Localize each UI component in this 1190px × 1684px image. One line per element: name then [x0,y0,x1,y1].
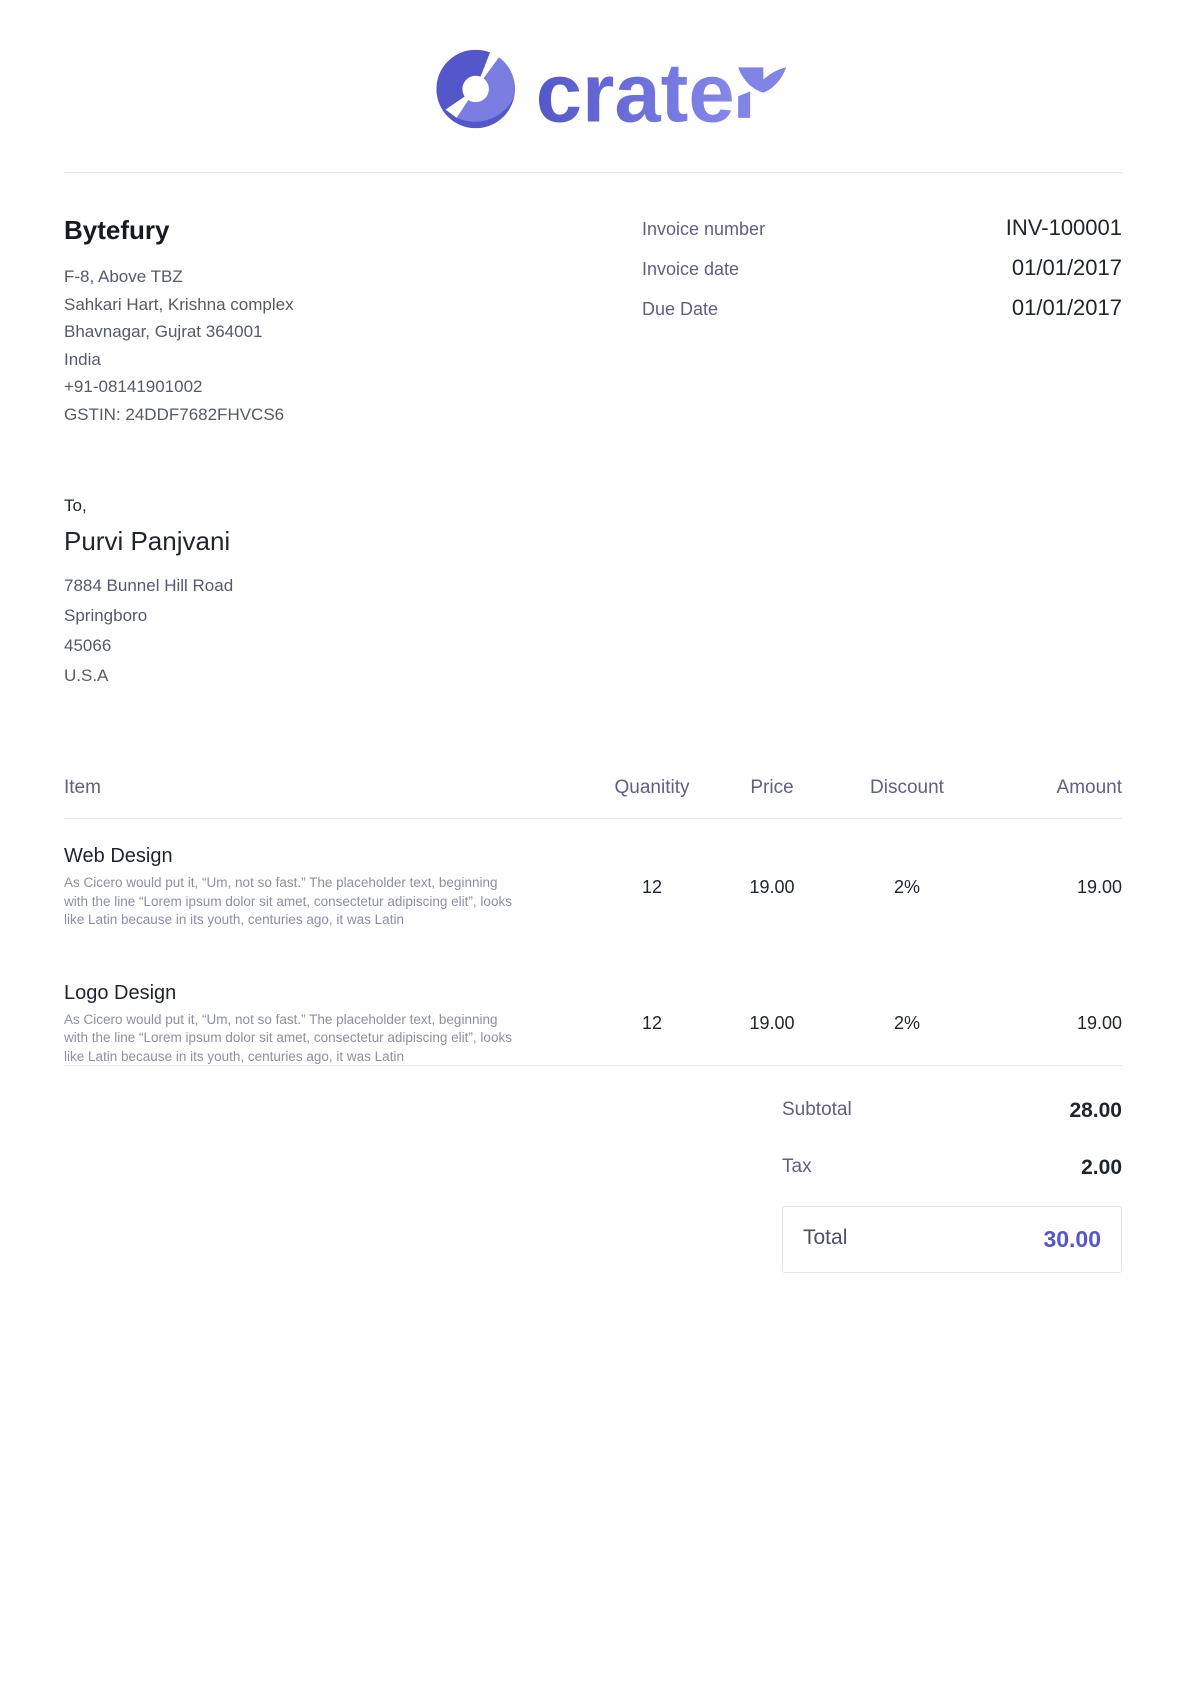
svg-text:crate: crate [535,46,734,139]
